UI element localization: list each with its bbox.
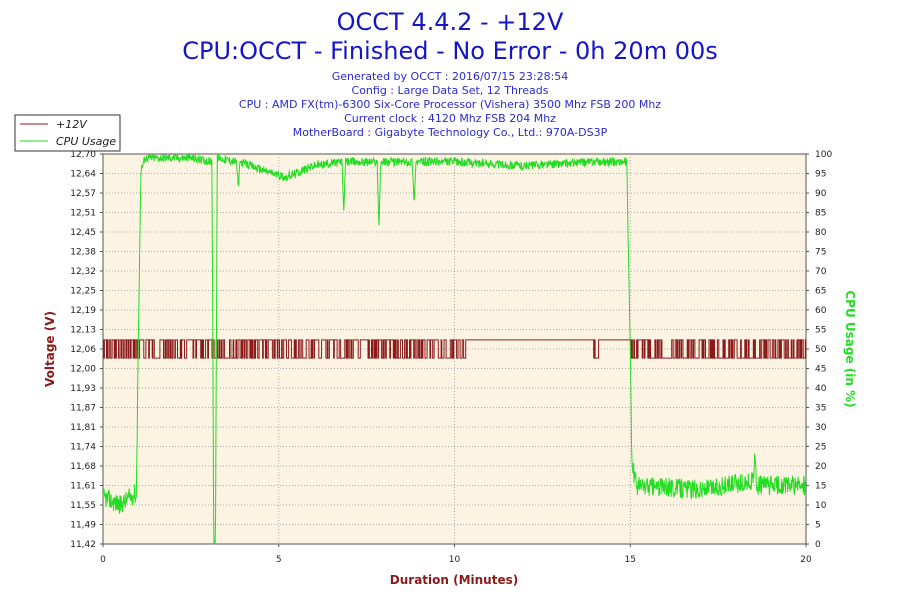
y-left-tick-label: 11,74 [70,443,96,453]
y-left-tick-label: 12,64 [70,170,96,180]
legend-box [14,114,121,152]
x-tick-label: 15 [625,555,636,565]
y-left-tick-label: 12,25 [70,287,96,297]
y-right-tick-label: 85 [815,209,826,219]
y-left-tick-label: 12,70 [70,150,96,160]
y-left-tick-label: 11,81 [70,423,96,433]
x-tick-label: 0 [100,555,106,565]
x-axis-title: Duration (Minutes) [390,573,518,587]
legend: +12V CPU Usage [14,114,121,152]
y-right-tick-label: 80 [815,228,827,238]
y-right-tick-label: 10 [815,501,827,511]
y-axis-right-title: CPU Usage (in %) [843,290,857,407]
series-layer [102,152,807,545]
y-left-tick-label: 11,61 [70,482,96,492]
y-left-tick-label: 12,51 [70,209,96,219]
x-tick-label: 20 [800,555,812,565]
x-tick-label: 10 [449,555,461,565]
info-config: Config : Large Data Set, 12 Threads [352,84,549,97]
y-right-tick-label: 30 [815,423,827,433]
y-left-tick-label: 11,42 [70,540,96,550]
chart-title: OCCT 4.4.2 - +12V [337,8,564,36]
y-left-tick-label: 12,32 [70,267,96,277]
y-right-tick-label: 25 [815,443,826,453]
y-right-tick-label: 75 [815,248,826,258]
y-right-tick-label: 0 [815,540,821,550]
y-right-tick-label: 65 [815,287,826,297]
y-left-tick-label: 12,45 [70,228,96,238]
y-right-tick-label: 60 [815,306,827,316]
y-left-tick-label: 12,38 [70,248,96,258]
legend-label-voltage: +12V [56,118,88,131]
y-left-tick-label: 11,93 [70,384,96,394]
info-clock: Current clock : 4120 Mhz FSB 204 Mhz [344,112,556,125]
y-right-tick-label: 55 [815,326,826,336]
y-right-tick-label: 40 [815,384,827,394]
y-left-tick-label: 12,57 [70,189,96,199]
y-right-tick-label: 95 [815,170,826,180]
y-right-tick-label: 35 [815,404,826,414]
info-cpu: CPU : AMD FX(tm)-6300 Six-Core Processor… [239,98,661,111]
y-left-tick-label: 11,55 [70,501,96,511]
legend-label-cpu: CPU Usage [56,135,116,148]
series-cpu-line [102,152,807,545]
y-left-tick-label: 12,19 [70,306,96,316]
y-left-tick-label: 12,06 [70,345,96,355]
x-tick-label: 5 [276,555,282,565]
y-right-tick-label: 50 [815,345,827,355]
y-axis-left-title: Voltage (V) [43,311,57,387]
axis-ticks: 11,42 0 11,49 5 11,55 10 11,61 15 11,68 20 11,74 25… [70,150,832,565]
info-motherboard: MotherBoard : Gigabyte Technology Co., L… [293,126,608,139]
y-right-tick-label: 100 [815,150,832,160]
y-left-tick-label: 12,00 [70,365,96,375]
series-voltage-line [103,339,807,359]
chart-subtitle: CPU:OCCT - Finished - No Error - 0h 20m … [182,37,718,65]
y-left-tick-label: 11,87 [70,404,96,414]
y-left-tick-label: 12,13 [70,326,96,336]
y-right-tick-label: 70 [815,267,827,277]
y-left-tick-label: 11,49 [70,521,96,531]
y-right-tick-label: 15 [815,482,826,492]
y-left-tick-label: 11,68 [70,462,96,472]
y-right-tick-label: 45 [815,365,826,375]
y-right-tick-label: 90 [815,189,827,199]
y-right-tick-label: 20 [815,462,827,472]
y-right-tick-label: 5 [815,521,821,531]
info-generated: Generated by OCCT : 2016/07/15 23:28:54 [332,70,569,83]
